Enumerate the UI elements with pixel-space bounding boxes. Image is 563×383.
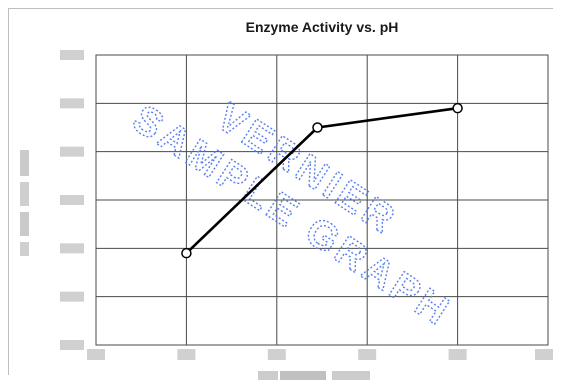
y-axis-title-blurred — [20, 150, 29, 256]
x-tick-label — [448, 349, 467, 360]
x-tick-label — [358, 349, 377, 360]
data-point — [452, 102, 463, 114]
figure-frame — [8, 8, 553, 375]
x-axis-title-blurred — [258, 371, 370, 380]
y-tick-label — [60, 146, 84, 157]
grid — [95, 54, 549, 346]
y-tick-label — [60, 243, 84, 254]
x-tick-label — [535, 349, 553, 360]
x-tick-labels — [87, 349, 553, 360]
y-tick-label — [60, 291, 84, 302]
watermark: VERNIER SAMPLE GRAPH — [124, 94, 460, 336]
y-tick-label — [60, 195, 84, 205]
data-point — [312, 122, 323, 133]
data-point — [181, 247, 192, 259]
y-tick-labels — [60, 50, 84, 350]
x-tick-label — [267, 349, 286, 360]
data-series — [181, 102, 463, 259]
y-tick-label — [60, 50, 84, 60]
chart-title: Enzyme Activity vs. pH — [245, 19, 399, 35]
x-tick-label — [87, 349, 105, 360]
y-tick-label — [60, 340, 84, 350]
x-tick-label — [177, 349, 196, 360]
y-tick-label — [60, 98, 84, 109]
plot-area-border — [95, 54, 549, 346]
